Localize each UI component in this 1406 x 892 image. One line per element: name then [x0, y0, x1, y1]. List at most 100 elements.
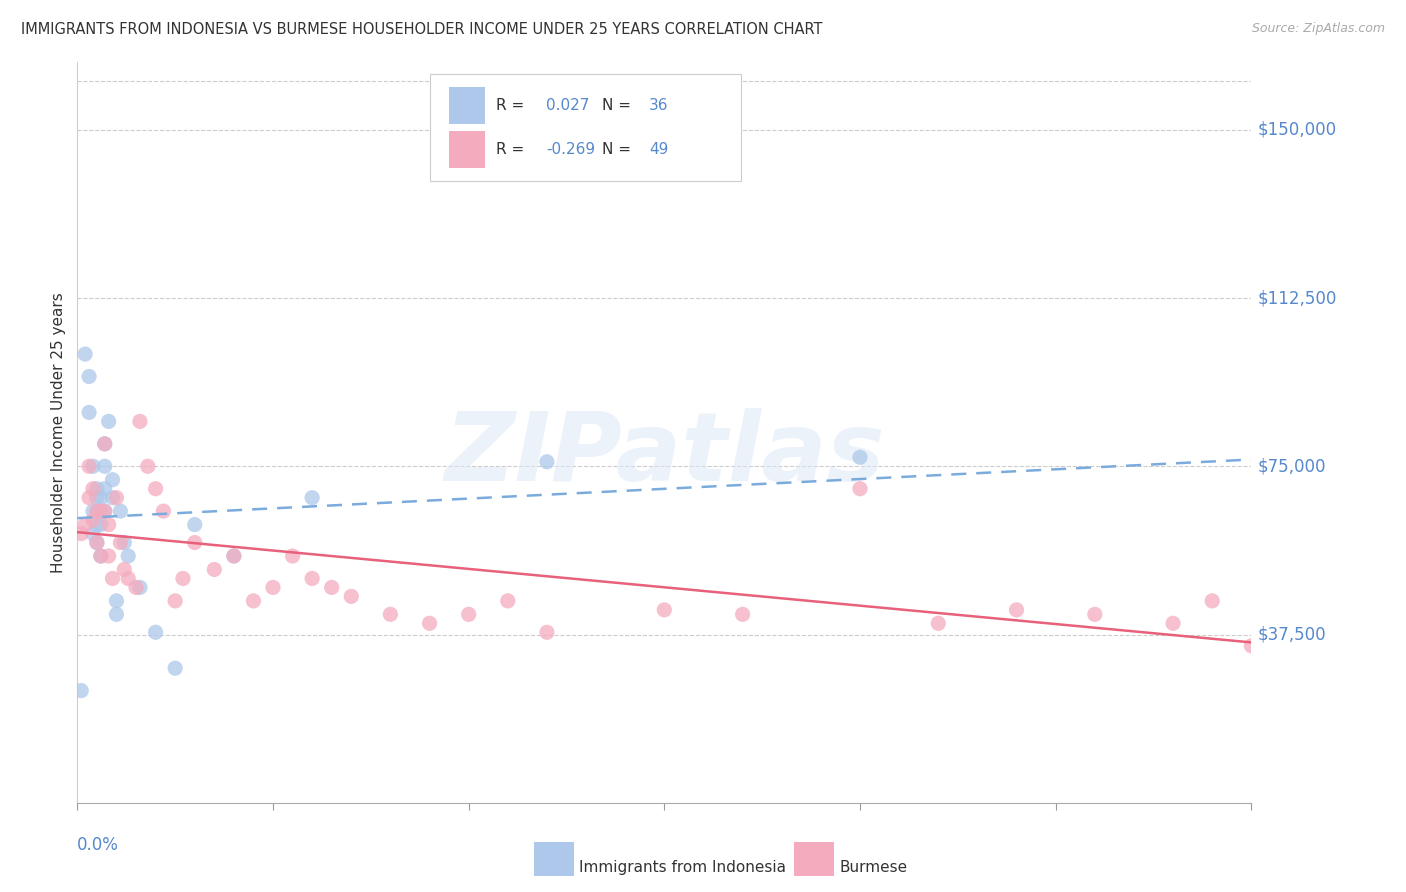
- Point: [97, 549, 120, 563]
- Point: [86, 504, 108, 518]
- Point: [82, 459, 104, 474]
- Point: [90, 517, 112, 532]
- Text: R =: R =: [496, 98, 530, 112]
- Text: Immigrants from Indonesia: Immigrants from Indonesia: [579, 860, 786, 874]
- Text: N =: N =: [602, 142, 636, 157]
- Point: [77, 459, 100, 474]
- Point: [86, 517, 108, 532]
- FancyBboxPatch shape: [430, 73, 741, 181]
- Point: [849, 450, 872, 465]
- Text: ZIPatlas: ZIPatlas: [444, 409, 884, 501]
- Point: [86, 535, 108, 549]
- Point: [1084, 607, 1107, 622]
- Point: [731, 607, 754, 622]
- Point: [536, 455, 558, 469]
- Y-axis label: Householder Income Under 25 years: Householder Income Under 25 years: [51, 293, 66, 573]
- Point: [112, 562, 135, 576]
- Text: Burmese: Burmese: [839, 860, 907, 874]
- Text: -0.269: -0.269: [546, 142, 595, 157]
- Point: [93, 437, 115, 451]
- Point: [90, 504, 112, 518]
- Point: [117, 549, 139, 563]
- Point: [262, 581, 284, 595]
- Point: [222, 549, 245, 563]
- Point: [101, 571, 124, 585]
- Point: [86, 535, 108, 549]
- Point: [82, 504, 104, 518]
- Point: [82, 513, 104, 527]
- Point: [90, 491, 112, 505]
- Point: [86, 504, 108, 518]
- Point: [86, 491, 108, 505]
- Text: IMMIGRANTS FROM INDONESIA VS BURMESE HOUSEHOLDER INCOME UNDER 25 YEARS CORRELATI: IMMIGRANTS FROM INDONESIA VS BURMESE HOU…: [21, 22, 823, 37]
- Text: 36: 36: [650, 98, 669, 112]
- Point: [112, 535, 135, 549]
- Point: [183, 535, 207, 549]
- Point: [90, 549, 112, 563]
- Point: [1005, 603, 1028, 617]
- Point: [849, 482, 872, 496]
- Point: [281, 549, 304, 563]
- Point: [380, 607, 402, 622]
- Point: [301, 491, 323, 505]
- Text: $112,500: $112,500: [1257, 289, 1337, 307]
- Point: [652, 603, 676, 617]
- Point: [101, 473, 124, 487]
- Point: [172, 571, 194, 585]
- Point: [97, 414, 120, 428]
- Point: [101, 491, 124, 505]
- Text: 0.0%: 0.0%: [77, 836, 120, 855]
- Point: [536, 625, 558, 640]
- Point: [927, 616, 949, 631]
- Text: $37,500: $37,500: [1257, 625, 1326, 643]
- Point: [129, 581, 152, 595]
- Point: [75, 517, 97, 532]
- Point: [125, 581, 148, 595]
- Point: [321, 581, 343, 595]
- Point: [1161, 616, 1184, 631]
- Point: [90, 504, 112, 518]
- Point: [82, 526, 104, 541]
- Text: N =: N =: [602, 98, 636, 112]
- Text: Source: ZipAtlas.com: Source: ZipAtlas.com: [1251, 22, 1385, 36]
- Point: [77, 491, 100, 505]
- Point: [93, 459, 115, 474]
- Point: [117, 571, 139, 585]
- Point: [1201, 594, 1223, 608]
- Point: [301, 571, 323, 585]
- Point: [77, 369, 100, 384]
- Point: [77, 405, 100, 419]
- Point: [183, 517, 207, 532]
- Point: [97, 517, 120, 532]
- Point: [242, 594, 264, 608]
- Point: [110, 504, 132, 518]
- Point: [457, 607, 479, 622]
- Point: [145, 625, 167, 640]
- Point: [93, 482, 115, 496]
- Point: [1240, 639, 1263, 653]
- Point: [93, 504, 115, 518]
- Point: [222, 549, 245, 563]
- Point: [165, 661, 187, 675]
- Text: $150,000: $150,000: [1257, 120, 1336, 139]
- Text: R =: R =: [496, 142, 530, 157]
- Point: [110, 535, 132, 549]
- Point: [105, 594, 128, 608]
- Point: [152, 504, 174, 518]
- Point: [93, 437, 115, 451]
- Point: [105, 491, 128, 505]
- Bar: [450, 87, 485, 124]
- Point: [82, 482, 104, 496]
- Point: [340, 590, 363, 604]
- Point: [136, 459, 159, 474]
- Point: [70, 683, 93, 698]
- Point: [70, 526, 93, 541]
- Point: [145, 482, 167, 496]
- Point: [129, 414, 152, 428]
- Bar: [450, 131, 485, 168]
- Text: 49: 49: [650, 142, 668, 157]
- Point: [86, 482, 108, 496]
- Point: [496, 594, 519, 608]
- Point: [93, 504, 115, 518]
- Text: $75,000: $75,000: [1257, 458, 1326, 475]
